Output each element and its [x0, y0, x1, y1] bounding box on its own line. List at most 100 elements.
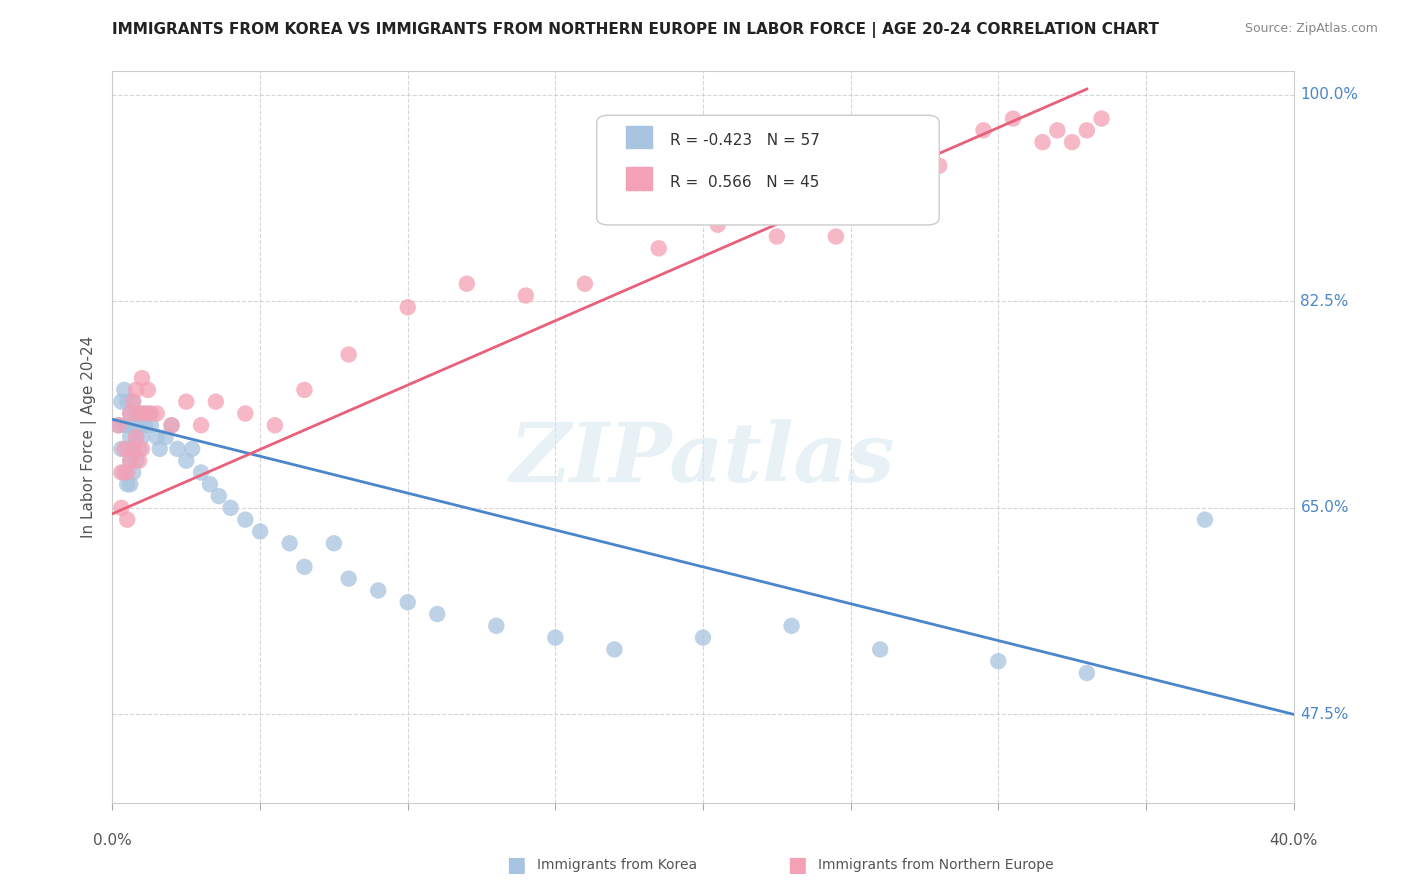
FancyBboxPatch shape [626, 126, 652, 148]
FancyBboxPatch shape [596, 115, 939, 225]
Point [117, 394, 138, 409]
Point [125, 383, 148, 397]
Point [692, 631, 714, 645]
Text: ■: ■ [506, 855, 526, 875]
Point [1032, 135, 1054, 149]
Point [122, 394, 145, 409]
Point [117, 477, 138, 491]
Text: Source: ZipAtlas.com: Source: ZipAtlas.com [1244, 22, 1378, 36]
Point [120, 453, 142, 467]
Point [136, 407, 159, 421]
Point [110, 466, 132, 480]
Point [426, 607, 449, 621]
Text: 47.5%: 47.5% [1301, 706, 1348, 722]
Point [160, 418, 183, 433]
Point [122, 466, 145, 480]
Point [603, 642, 626, 657]
Point [155, 430, 177, 444]
Point [122, 442, 145, 456]
Point [136, 383, 159, 397]
Point [233, 407, 256, 421]
Point [219, 500, 242, 515]
Point [396, 301, 419, 315]
Point [973, 123, 995, 137]
Point [139, 407, 162, 421]
Point [367, 583, 389, 598]
Text: IMMIGRANTS FROM KOREA VS IMMIGRANTS FROM NORTHERN EUROPE IN LABOR FORCE | AGE 20: IMMIGRANTS FROM KOREA VS IMMIGRANTS FROM… [112, 22, 1160, 38]
Point [117, 466, 138, 480]
Point [1076, 666, 1098, 681]
Point [122, 418, 145, 433]
Point [485, 619, 508, 633]
Text: 0.0%: 0.0% [93, 833, 132, 848]
Point [134, 418, 156, 433]
Point [128, 453, 150, 467]
Point [987, 654, 1010, 668]
Point [110, 394, 132, 409]
Point [120, 430, 142, 444]
FancyBboxPatch shape [626, 168, 652, 190]
Point [131, 430, 153, 444]
Point [120, 453, 142, 467]
Point [125, 453, 148, 467]
Point [120, 477, 142, 491]
Text: 82.5%: 82.5% [1301, 293, 1348, 309]
Point [174, 394, 197, 409]
Point [1091, 112, 1114, 126]
Point [544, 631, 567, 645]
Point [122, 394, 145, 409]
Point [869, 642, 891, 657]
Text: R = -0.423   N = 57: R = -0.423 N = 57 [669, 133, 820, 148]
Text: 40.0%: 40.0% [1270, 833, 1317, 848]
Text: 100.0%: 100.0% [1301, 87, 1358, 103]
Point [396, 595, 419, 609]
Point [249, 524, 271, 539]
Point [117, 418, 138, 433]
Point [125, 430, 148, 444]
Point [208, 489, 231, 503]
Point [198, 477, 221, 491]
Point [884, 194, 907, 208]
Text: R =  0.566   N = 45: R = 0.566 N = 45 [669, 175, 820, 190]
Point [107, 418, 129, 433]
Point [780, 619, 803, 633]
Text: 65.0%: 65.0% [1301, 500, 1348, 516]
Point [160, 418, 183, 433]
Point [278, 536, 301, 550]
Point [1062, 135, 1084, 149]
Point [128, 418, 150, 433]
Point [292, 383, 315, 397]
Point [1076, 123, 1098, 137]
Point [1001, 112, 1024, 126]
Point [824, 229, 846, 244]
Point [117, 513, 138, 527]
Point [337, 572, 360, 586]
Point [120, 407, 142, 421]
Point [149, 442, 172, 456]
Point [117, 442, 138, 456]
Point [515, 288, 537, 302]
Point [122, 442, 145, 456]
Point [112, 383, 135, 397]
Point [125, 407, 148, 421]
Point [166, 442, 188, 456]
Point [110, 500, 132, 515]
Point [174, 453, 197, 467]
Point [205, 394, 228, 409]
Point [574, 277, 596, 291]
Point [264, 418, 287, 433]
Point [323, 536, 346, 550]
Point [131, 442, 153, 456]
Point [1194, 513, 1216, 527]
Point [292, 559, 315, 574]
Point [1046, 123, 1069, 137]
Point [337, 347, 360, 361]
Text: Immigrants from Northern Europe: Immigrants from Northern Europe [818, 858, 1054, 872]
Point [131, 407, 153, 421]
Point [112, 418, 135, 433]
Point [125, 430, 148, 444]
Point [128, 407, 150, 421]
Y-axis label: In Labor Force | Age 20-24: In Labor Force | Age 20-24 [80, 336, 97, 538]
Point [706, 218, 728, 232]
Point [128, 442, 150, 456]
